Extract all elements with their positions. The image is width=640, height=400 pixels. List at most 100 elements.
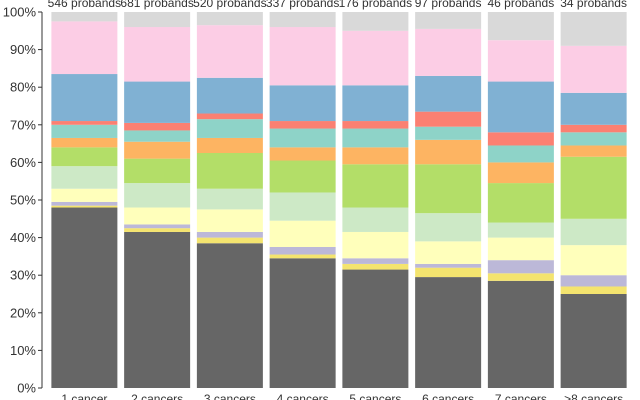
- proband-count-label: 337 probands: [266, 0, 339, 10]
- bar-segment-5-8: [342, 128, 409, 148]
- bar-segment-3-12: [196, 12, 263, 26]
- bar-segment-4-6: [269, 160, 336, 193]
- bar-segment-5-5: [342, 207, 409, 232]
- bar-segment-1-4: [51, 188, 118, 202]
- bar-segment-3-5: [196, 188, 263, 210]
- bar-segment-1-2: [51, 205, 118, 208]
- bar-segment-8-2: [560, 286, 627, 294]
- proband-count-labels: 546 probands 681 probands 520 probands 337 …: [48, 0, 627, 10]
- bar-segment-4-7: [269, 147, 336, 161]
- bar-segment-7-2: [487, 273, 554, 281]
- bar-segment-6-9: [415, 111, 482, 127]
- bar-segment-3-6: [196, 153, 263, 189]
- y-tick-label: 50%: [10, 193, 36, 208]
- bar-segment-6-2: [415, 267, 482, 278]
- proband-count-label: 520 probands: [193, 0, 266, 10]
- bar-segment-2-11: [124, 27, 191, 82]
- bar-segment-4-10: [269, 85, 336, 122]
- bar-segment-3-10: [196, 77, 263, 114]
- bar-segment-4-8: [269, 128, 336, 148]
- bar-segment-7-4: [487, 237, 554, 261]
- bar-segment-4-9: [269, 121, 336, 129]
- bar-segment-1-6: [51, 147, 118, 167]
- bar-segment-2-1: [124, 231, 191, 388]
- y-tick-label: 30%: [10, 268, 36, 283]
- bar-segment-7-7: [487, 162, 554, 184]
- bar-segment-8-10: [560, 92, 627, 125]
- bar-segment-8-4: [560, 245, 627, 276]
- bar-segment-5-1: [342, 269, 409, 388]
- bar-segment-7-5: [487, 222, 554, 238]
- bar-segment-1-11: [51, 21, 118, 75]
- y-tick-label: 80%: [10, 80, 36, 95]
- y-tick-label: 100%: [3, 5, 37, 20]
- proband-count-label: 681 probands: [120, 0, 193, 10]
- bar-segment-6-8: [415, 126, 482, 140]
- bar-segment-2-4: [124, 207, 191, 225]
- bar-segment-8-11: [560, 45, 627, 93]
- bar-segment-3-1: [196, 243, 263, 388]
- x-tick-label: 5 cancers: [349, 392, 401, 400]
- bar-segment-5-10: [342, 85, 409, 122]
- x-tick-label: 2 cancers: [131, 392, 183, 400]
- bar-segment-2-6: [124, 158, 191, 184]
- bar-segment-2-10: [124, 81, 191, 123]
- bar-segment-1-3: [51, 201, 118, 206]
- bar-segment-5-9: [342, 121, 409, 129]
- bar-segment-5-4: [342, 231, 409, 259]
- y-tick-label: 70%: [10, 117, 36, 132]
- y-tick-label: 40%: [10, 230, 36, 245]
- bar-segment-7-12: [487, 12, 554, 41]
- bar-segment-8-12: [560, 12, 627, 46]
- x-tick-label: >8 cancers: [564, 392, 623, 400]
- bar-segment-3-2: [196, 237, 263, 244]
- bar-segment-6-12: [415, 12, 482, 29]
- bar-segment-4-2: [269, 254, 336, 259]
- bar-segment-7-1: [487, 280, 554, 388]
- bar-segment-2-5: [124, 183, 191, 208]
- bar-segment-8-9: [560, 124, 627, 133]
- bar-segment-3-9: [196, 113, 263, 120]
- y-axis: 0% 10% 20% 30% 40% 50% 60% 70% 80% 90% 100%: [3, 5, 43, 396]
- bar-segment-8-8: [560, 132, 627, 146]
- bar-segment-3-8: [196, 119, 263, 138]
- x-tick-label: 1 cancer: [61, 392, 107, 400]
- y-tick-label: 10%: [10, 343, 36, 358]
- bar-segment-7-10: [487, 81, 554, 133]
- bar-segment-2-12: [124, 12, 191, 28]
- bar-segment-7-11: [487, 40, 554, 82]
- bar-segment-8-3: [560, 275, 627, 287]
- bar-segment-6-3: [415, 263, 482, 268]
- bar-segment-1-7: [51, 137, 118, 148]
- y-tick-label: 20%: [10, 305, 36, 320]
- bar-segment-1-1: [51, 207, 118, 388]
- x-tick-label: 4 cancers: [277, 392, 329, 400]
- bar-segment-5-6: [342, 164, 409, 208]
- bar-segment-2-3: [124, 224, 191, 229]
- bar-segment-6-5: [415, 213, 482, 242]
- bar-segment-1-10: [51, 74, 118, 122]
- bar-segment-6-7: [415, 139, 482, 165]
- bar-segment-4-12: [269, 12, 336, 28]
- proband-count-label: 176 probands: [339, 0, 412, 10]
- bar-segment-7-3: [487, 260, 554, 274]
- bar-segment-1-12: [51, 12, 118, 22]
- bar-segment-6-11: [415, 28, 482, 76]
- bar-segment-2-9: [124, 122, 191, 131]
- bar-segment-7-8: [487, 145, 554, 163]
- proband-count-label: 34 probands: [560, 0, 627, 10]
- bar-segment-3-11: [196, 25, 263, 78]
- bar-segment-5-3: [342, 258, 409, 264]
- bar-segment-6-10: [415, 75, 482, 112]
- bar-segment-3-4: [196, 209, 263, 232]
- bar-segment-4-5: [269, 192, 336, 221]
- bar-segment-4-1: [269, 258, 336, 388]
- bar-segment-3-7: [196, 137, 263, 153]
- bar-segment-5-11: [342, 30, 409, 86]
- bar-segment-5-12: [342, 12, 409, 31]
- bar-segment-8-6: [560, 156, 627, 219]
- proband-count-label: 46 probands: [488, 0, 555, 10]
- bar-segment-4-4: [269, 220, 336, 247]
- x-tick-label: 7 cancers: [495, 392, 547, 400]
